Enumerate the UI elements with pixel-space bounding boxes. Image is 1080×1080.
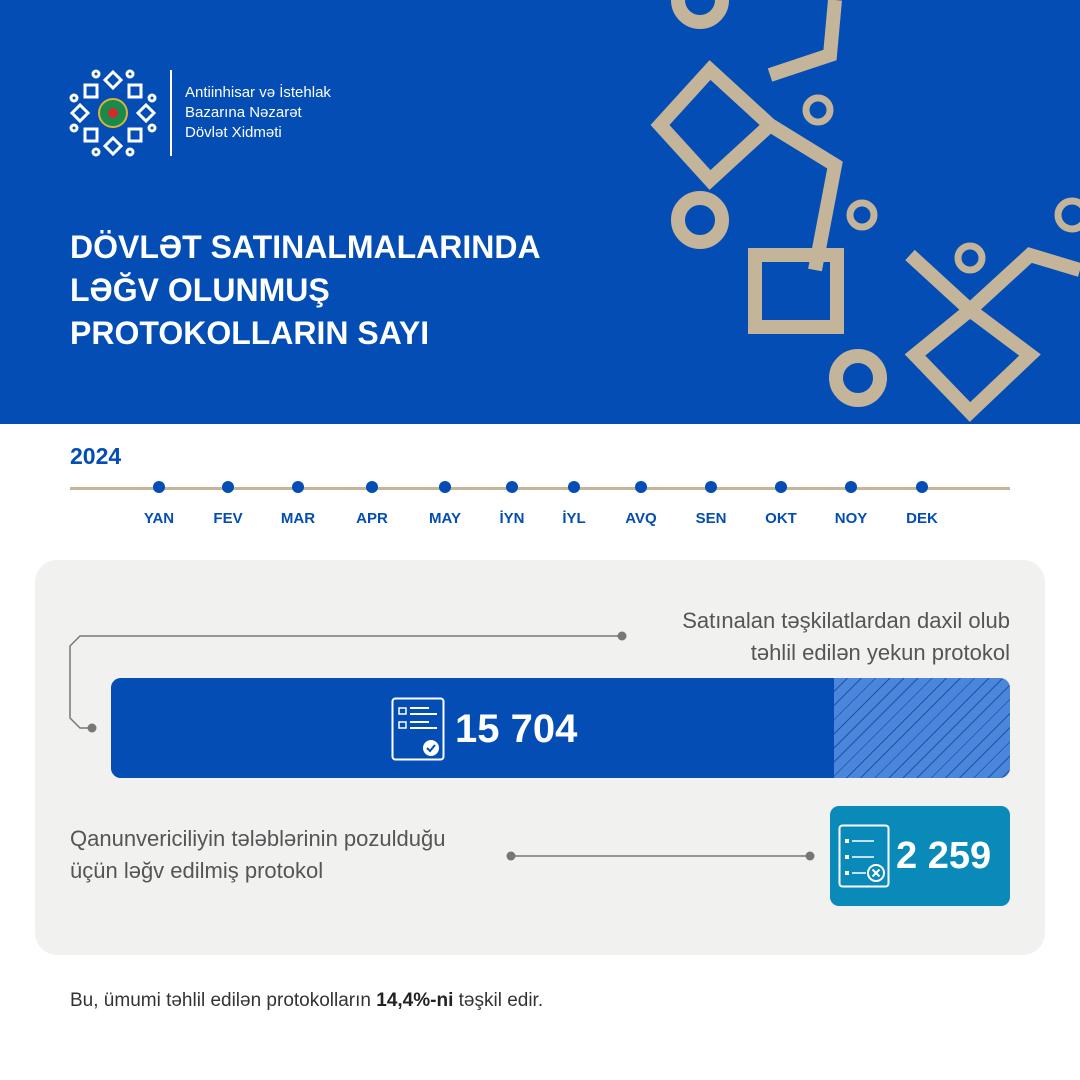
org-logo — [69, 69, 157, 157]
bar-cancelled-share — [834, 678, 1010, 778]
footer-note: Bu, ümumi təhlil edilən protokolların 14… — [70, 990, 543, 1012]
label-line: təhlil edilən yekun protokol — [750, 640, 1010, 665]
month-label: DEK — [906, 510, 938, 527]
timeline-dot — [292, 481, 304, 493]
title-line: PROTOKOLLARIN SAYI — [70, 315, 430, 351]
timeline-month: NOY — [821, 481, 881, 527]
timeline-dot — [705, 481, 717, 493]
total-protocols-value-group: 15 704 — [391, 697, 577, 761]
page-title: DÖVLƏT SATINALMALARINDA LƏĞV OLUNMUŞ PRO… — [70, 226, 541, 355]
logo-divider — [170, 70, 172, 156]
timeline-dot — [568, 481, 580, 493]
total-protocols-bar — [111, 678, 1010, 778]
timeline-month: SEN — [681, 481, 741, 527]
timeline-month: APR — [342, 481, 402, 527]
month-label: YAN — [143, 510, 175, 527]
checklist-check-icon — [391, 697, 445, 761]
label-line: Satınalan təşkilatlardan daxil olub — [682, 608, 1010, 633]
month-label: SEN — [695, 510, 727, 527]
timeline-dot — [845, 481, 857, 493]
timeline-dot — [635, 481, 647, 493]
bar-remaining-fill — [111, 678, 835, 778]
cancelled-protocols-box: 2 259 — [830, 806, 1010, 906]
timeline-month: DEK — [892, 481, 952, 527]
timeline-month: MAY — [415, 481, 475, 527]
month-label: APR — [356, 510, 388, 527]
timeline-dot — [506, 481, 518, 493]
timeline-month: İYL — [544, 481, 604, 527]
decorative-pattern — [650, 0, 1080, 422]
month-label: FEV — [213, 510, 243, 527]
timeline-month: İYN — [482, 481, 542, 527]
timeline-dot — [153, 481, 165, 493]
timeline-dot — [775, 481, 787, 493]
timeline-month: FEV — [198, 481, 258, 527]
label-line: üçün ləğv edilmiş protokol — [70, 858, 324, 883]
timeline-dot — [439, 481, 451, 493]
label-line: Qanunvericiliyin tələblərinin pozulduğu — [70, 826, 446, 851]
total-protocols-value: 15 704 — [455, 706, 578, 751]
timeline-dot — [916, 481, 928, 493]
footer-highlight: 14,4%-ni — [376, 990, 454, 1011]
cancelled-protocols-label: Qanunvericiliyin tələblərinin pozulduğu … — [70, 823, 445, 887]
org-line: Antiinhisar və İstehlak — [185, 84, 331, 101]
timeline-dot — [222, 481, 234, 493]
org-name: Antiinhisar və İstehlak Bazarına Nəzarət… — [185, 83, 331, 143]
org-line: Dövlət Xidməti — [185, 124, 282, 141]
month-label: MAR — [280, 510, 316, 527]
timeline-month: AVQ — [611, 481, 671, 527]
month-label: MAY — [429, 510, 461, 527]
title-line: DÖVLƏT SATINALMALARINDA — [70, 229, 541, 265]
org-line: Bazarına Nəzarət — [185, 104, 302, 121]
title-line: LƏĞV OLUNMUŞ — [70, 272, 330, 308]
footer-suffix: təşkil edir. — [453, 990, 544, 1011]
month-label: NOY — [834, 510, 868, 527]
timeline-year: 2024 — [70, 443, 122, 469]
checklist-cross-icon — [838, 824, 890, 888]
footer-prefix: Bu, ümumi təhlil edilən protokolların — [70, 990, 377, 1011]
timeline-month: MAR — [268, 481, 328, 527]
cancelled-protocols-value: 2 259 — [896, 834, 992, 877]
header-banner: Antiinhisar və İstehlak Bazarına Nəzarət… — [0, 0, 1080, 424]
total-protocols-label: Satınalan təşkilatlardan daxil olub təhl… — [682, 605, 1010, 669]
month-label: OKT — [765, 510, 797, 527]
timeline-month: YAN — [129, 481, 189, 527]
timeline-dot — [366, 481, 378, 493]
month-label: İYN — [499, 510, 525, 527]
month-label: İYL — [562, 510, 586, 527]
timeline-line — [70, 487, 1010, 490]
month-label: AVQ — [625, 510, 657, 527]
timeline-month: OKT — [751, 481, 811, 527]
